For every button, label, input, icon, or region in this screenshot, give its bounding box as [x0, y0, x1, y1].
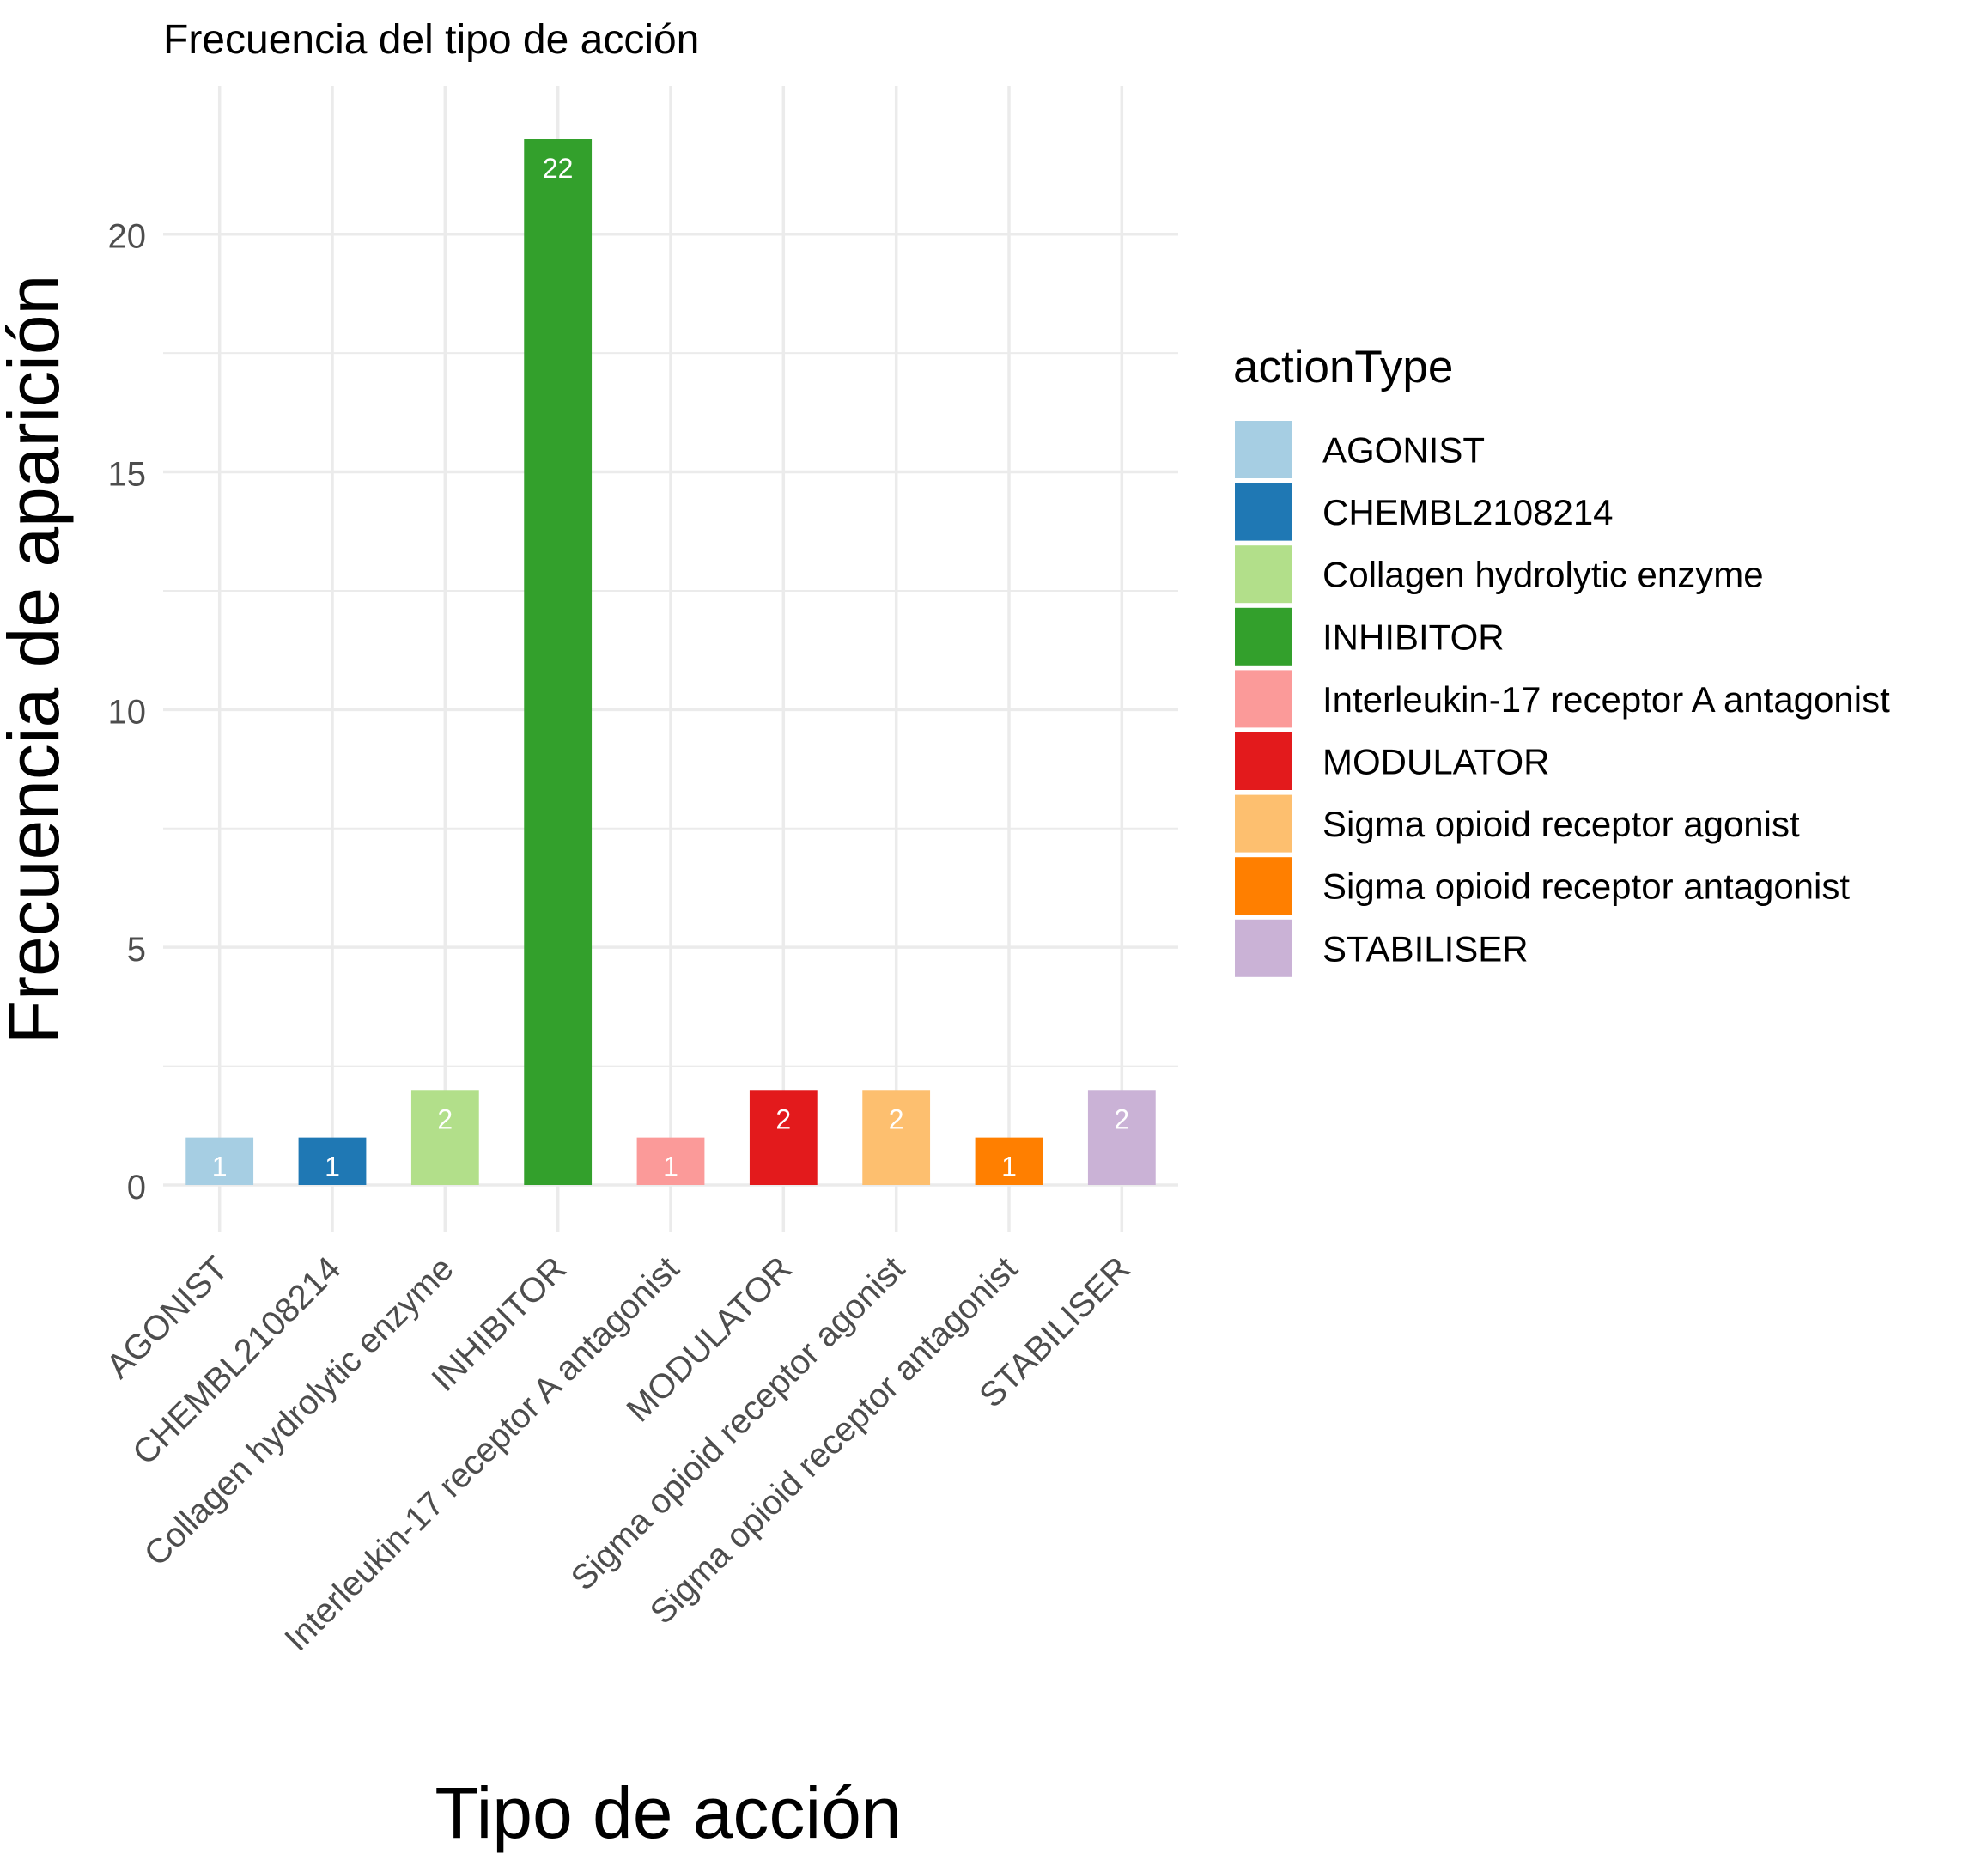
bars — [185, 139, 1156, 1185]
legend-label: STABILISER — [1322, 928, 1529, 969]
bar-value-label: 22 — [543, 153, 574, 184]
bar — [975, 1137, 1043, 1185]
bar — [1087, 1090, 1156, 1185]
bar — [636, 1137, 705, 1185]
bar — [185, 1137, 254, 1185]
legend: actionType AGONIST CHEMBL2108214 Collagen … — [1233, 342, 1890, 977]
bar — [749, 1090, 818, 1185]
y-tick-label: 10 — [108, 693, 147, 731]
bar-value-label: 2 — [437, 1103, 453, 1134]
legend-key — [1235, 421, 1292, 478]
bar — [524, 139, 593, 1185]
legend-key — [1235, 545, 1292, 604]
legend-key — [1235, 483, 1292, 541]
legend-key — [1235, 919, 1292, 977]
y-tick-label: 5 — [127, 931, 146, 969]
bar — [862, 1090, 931, 1185]
legend-label: MODULATOR — [1322, 742, 1549, 782]
legend-label: Collagen hydrolytic enzyme — [1322, 555, 1764, 595]
legend-label: Sigma opioid receptor agonist — [1322, 804, 1800, 844]
legend-label: Interleukin-17 receptor A antagonist — [1322, 679, 1890, 720]
bar-value-label: 2 — [1114, 1103, 1129, 1134]
y-tick-label: 20 — [108, 218, 147, 256]
x-axis-title: Tipo de acción — [435, 1772, 901, 1853]
legend-key — [1235, 607, 1292, 666]
legend-items: AGONIST CHEMBL2108214 Collagen hydrolytic … — [1235, 421, 1890, 977]
bar — [410, 1090, 479, 1185]
legend-label: CHEMBL2108214 — [1322, 492, 1614, 532]
legend-title: actionType — [1233, 342, 1453, 392]
bar-value-label: 1 — [1001, 1152, 1017, 1182]
bar-value-label: 1 — [325, 1152, 340, 1182]
y-axis-title: Frecuencia de aparición — [0, 275, 74, 1045]
bar-value-label: 2 — [889, 1103, 904, 1134]
legend-label: AGONIST — [1322, 430, 1485, 471]
y-tick-label: 15 — [108, 456, 147, 494]
legend-label: Sigma opioid receptor antagonist — [1322, 866, 1850, 907]
bar-value-label: 2 — [775, 1103, 791, 1134]
chart-title: Frecuencia del tipo de acción — [163, 17, 699, 63]
legend-key — [1235, 732, 1292, 790]
legend-key — [1235, 670, 1292, 728]
bar-value-label: 1 — [212, 1152, 228, 1182]
bar — [298, 1137, 367, 1185]
legend-key — [1235, 794, 1292, 853]
y-tick-label: 0 — [127, 1169, 146, 1207]
legend-label: INHIBITOR — [1322, 617, 1505, 657]
y-axis-ticks: 0 5 10 15 20 — [108, 218, 147, 1207]
bar-value-label: 1 — [663, 1152, 678, 1182]
legend-key — [1235, 857, 1292, 915]
